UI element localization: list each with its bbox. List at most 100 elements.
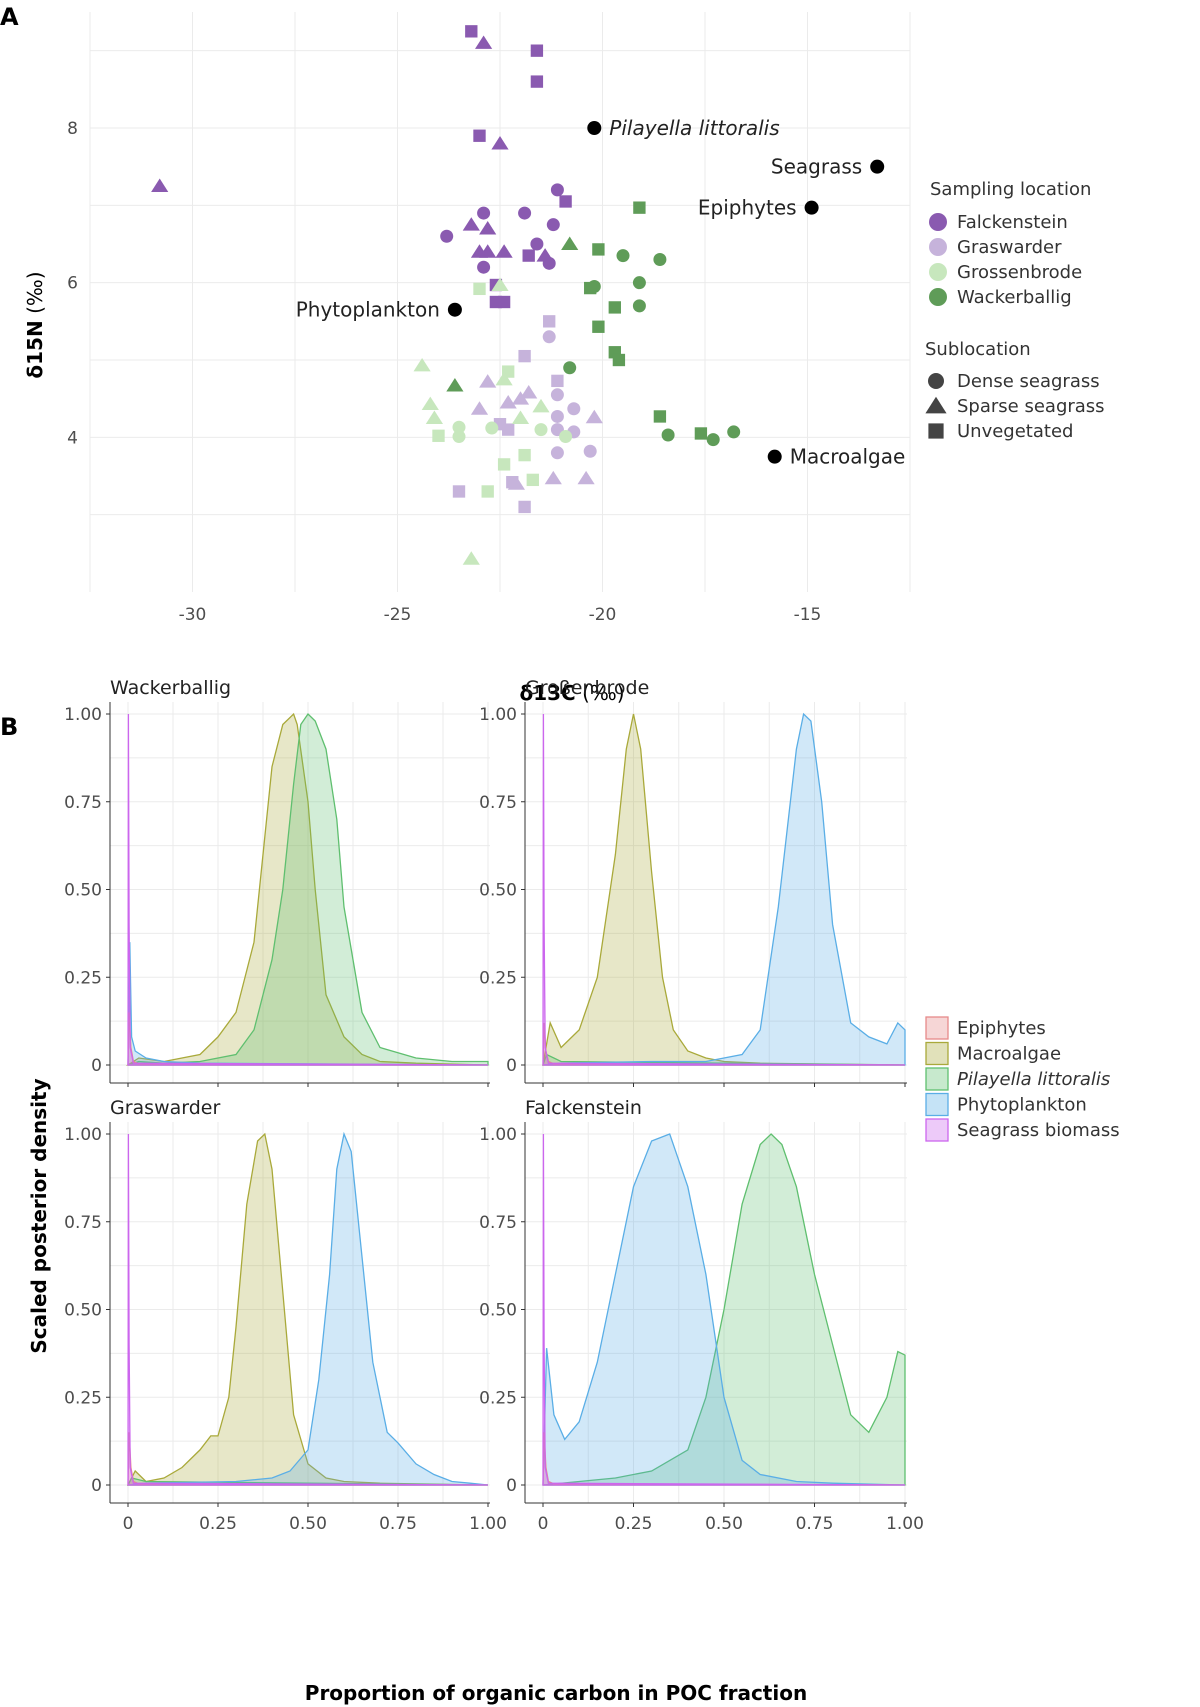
data-point-falckenstein-unvegetated	[473, 129, 486, 142]
density-x-axis-title: Proportion of organic carbon in POC frac…	[305, 1681, 807, 1705]
density-facets: Wackerballig 0 0.25 0.50 0.75 1.00 Großenbrode…	[64, 677, 924, 1534]
data-point-grossenbrode-unvegetated	[432, 429, 445, 442]
source-point-macroalgae	[767, 449, 782, 464]
x-tick-label: -20	[589, 605, 617, 625]
y-tick-label: 0.50	[64, 881, 102, 901]
data-point-graswarder-sparse-seagrass	[577, 470, 595, 485]
x-axis-title-main: δ13C	[519, 681, 575, 705]
data-point-grossenbrode-dense-seagrass	[559, 430, 573, 444]
y-tick-label: 1.00	[479, 1125, 517, 1145]
data-point-grossenbrode-unvegetated	[473, 282, 486, 296]
y-tick-label: 8	[67, 119, 78, 139]
x-tick-label: 0	[123, 1514, 134, 1534]
data-point-falckenstein-unvegetated	[497, 295, 511, 309]
y-tick-label: 0.25	[479, 1388, 517, 1408]
data-point-falckenstein-dense-seagrass	[477, 206, 491, 220]
data-point-graswarder-unvegetated	[518, 500, 531, 514]
data-point-falckenstein-unvegetated	[530, 75, 544, 88]
y-tick-label: 0	[506, 1056, 517, 1076]
data-point-wackerballig-dense-seagrass	[632, 276, 646, 290]
y-tick-label: 0	[91, 1056, 102, 1076]
legend-label-sparse-seagrass: Sparse seagrass	[957, 396, 1105, 417]
data-point-graswarder-dense-seagrass	[542, 330, 556, 344]
data-point-graswarder-unvegetated	[452, 485, 466, 498]
legend-title-sublocation: Sublocation	[925, 339, 1031, 360]
density-seagrass-biomass	[127, 713, 489, 1066]
data-point-wackerballig-unvegetated	[592, 243, 605, 256]
data-point-graswarder-sparse-seagrass	[585, 409, 603, 424]
source-point-phytoplankton	[447, 302, 462, 317]
facet-gro-enbrode: Großenbrode 0 0.25 0.50 0.75 1.00	[479, 677, 907, 1087]
scatter-points	[151, 25, 741, 565]
data-point-wackerballig-dense-seagrass	[616, 249, 630, 263]
data-point-wackerballig-unvegetated	[608, 301, 621, 314]
data-point-wackerballig-unvegetated	[653, 410, 667, 423]
density-phytoplankton	[542, 712, 906, 1066]
facet-falckenstein: Falckenstein 0 0.25 0.50 0.75 1.00 0 0.25 0.50 0.…	[479, 1097, 924, 1534]
x-tick-label: 1.00	[886, 1514, 924, 1534]
data-point-graswarder-dense-seagrass	[550, 446, 564, 460]
facet-title: Graswarder	[110, 1097, 220, 1119]
legend-key-falckenstein	[929, 213, 947, 231]
density-macroalgae	[126, 1132, 489, 1486]
legend-key-epiphytes	[925, 1016, 949, 1040]
data-point-wackerballig-unvegetated	[694, 427, 708, 440]
data-point-grossenbrode-unvegetated	[518, 448, 531, 462]
facet-title: Großenbrode	[525, 677, 649, 699]
legend-key-seagrass-biomass	[925, 1118, 949, 1142]
data-point-falckenstein-sparse-seagrass	[491, 135, 509, 150]
facet-title: Falckenstein	[525, 1097, 642, 1119]
scatter-ticks: -30 -25 -20 -15 4 6 8	[67, 119, 821, 625]
y-tick-label: 0.50	[64, 1301, 102, 1321]
data-point-wackerballig-sparse-seagrass	[561, 236, 579, 250]
data-point-grossenbrode-sparse-seagrass	[425, 410, 443, 424]
density-macroalgae	[125, 712, 489, 1066]
y-tick-label: 0.25	[479, 968, 517, 988]
data-point-falckenstein-dense-seagrass	[550, 183, 564, 197]
x-tick-label: 0.75	[379, 1514, 417, 1534]
x-tick-label: 0.75	[796, 1514, 834, 1534]
legend-key-dense-seagrass	[928, 373, 944, 389]
data-point-grossenbrode-sparse-seagrass	[495, 371, 513, 386]
density-y-axis-title: Scaled posterior density	[27, 1078, 51, 1353]
source-point-epiphytes	[804, 200, 819, 215]
x-tick-label: 0.25	[615, 1514, 653, 1534]
facet-title: Wackerballig	[110, 677, 231, 699]
data-point-grossenbrode-dense-seagrass	[485, 421, 499, 435]
data-point-graswarder-unvegetated	[502, 423, 515, 436]
data-point-grossenbrode-unvegetated	[526, 473, 539, 487]
density-pilayella-littoralis	[542, 1133, 906, 1486]
data-point-falckenstein-sparse-seagrass	[475, 35, 493, 49]
data-point-wackerballig-dense-seagrass	[632, 299, 646, 313]
data-point-grossenbrode-sparse-seagrass	[491, 277, 509, 291]
source-point-seagrass	[870, 159, 885, 174]
y-tick-label: 6	[67, 274, 78, 294]
legend-label-epiphytes: Epiphytes	[957, 1018, 1046, 1039]
legend-key-macroalgae	[925, 1041, 949, 1066]
source-point-pilayella-littoralis	[587, 121, 602, 135]
y-tick-label: 0.25	[64, 1388, 102, 1408]
legend-label-wackerballig: Wackerballig	[957, 287, 1072, 308]
data-point-wackerballig-unvegetated	[584, 281, 597, 295]
scatter-panel: Pilayella littoralis Seagrass Epiphytes Phy…	[23, 12, 1105, 705]
density-panel: Wackerballig 0 0.25 0.50 0.75 1.00 Großenbrode…	[27, 677, 1120, 1705]
y-tick-label: 0.50	[479, 1301, 517, 1321]
y-tick-label: 1.00	[479, 705, 517, 725]
data-point-falckenstein-dense-seagrass	[530, 237, 544, 251]
legend-label-unvegetated: Unvegetated	[957, 421, 1073, 442]
legend-key-pilayella-littoralis	[925, 1067, 949, 1091]
x-tick-label: 0.25	[199, 1514, 237, 1534]
y-axis-title-main: δ15N	[23, 320, 47, 378]
scatter-y-axis-title: δ15N (‰)	[23, 271, 47, 378]
x-axis-title-unit: (‰)	[582, 681, 624, 705]
y-tick-label: 0.75	[479, 1213, 517, 1233]
data-point-grossenbrode-dense-seagrass	[452, 420, 466, 434]
legend-label-falckenstein: Falckenstein	[957, 212, 1068, 233]
data-point-wackerballig-dense-seagrass	[661, 428, 675, 442]
source-label-seagrass: Seagrass	[771, 155, 862, 179]
data-point-graswarder-sparse-seagrass	[507, 476, 525, 490]
y-tick-label: 0.75	[64, 1213, 102, 1233]
data-point-grossenbrode-dense-seagrass	[452, 430, 466, 444]
legend-label-grossenbrode: Grossenbrode	[957, 262, 1082, 283]
legend-label-graswarder: Graswarder	[957, 237, 1062, 258]
